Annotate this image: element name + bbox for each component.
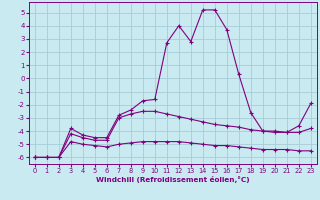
X-axis label: Windchill (Refroidissement éolien,°C): Windchill (Refroidissement éolien,°C) [96, 176, 250, 183]
